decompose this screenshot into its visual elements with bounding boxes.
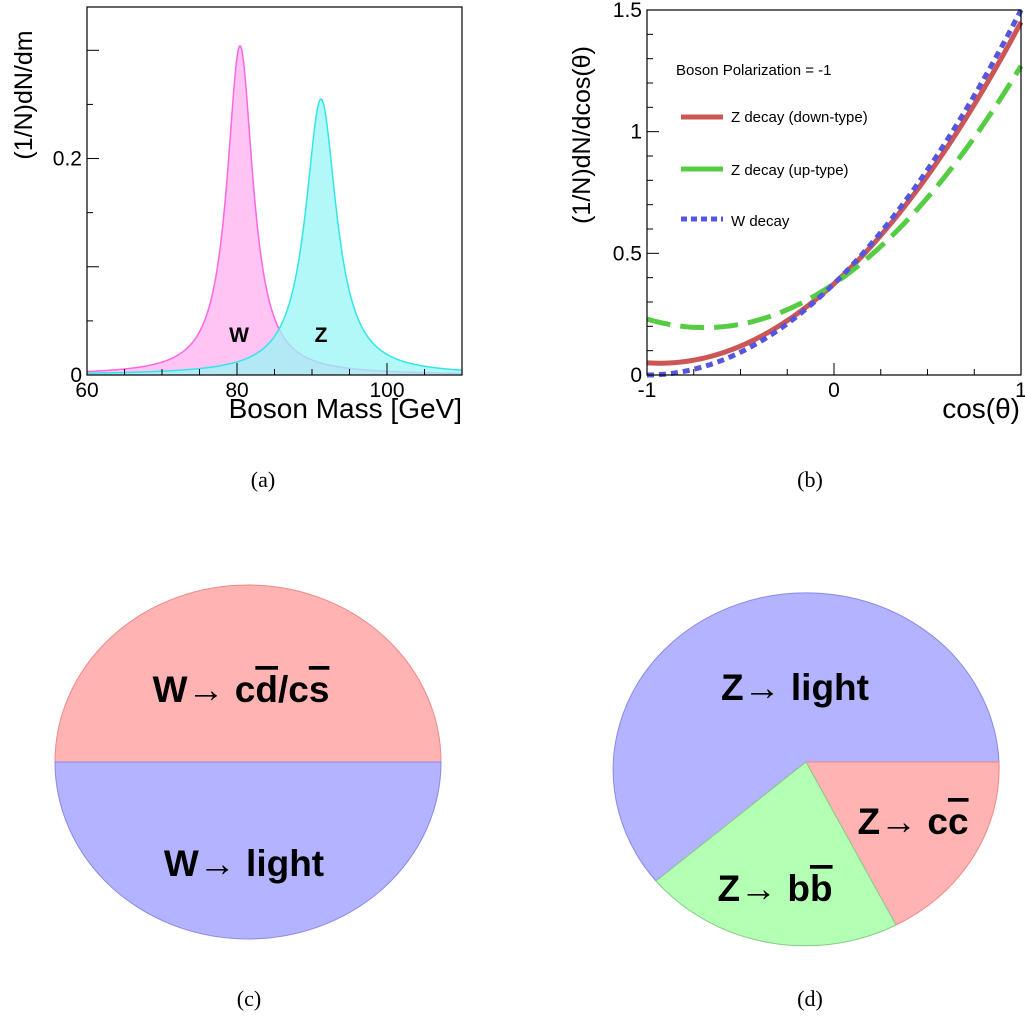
caption-d: (d) — [797, 986, 823, 1011]
y-tick-label-b: 1.5 — [613, 0, 642, 22]
pie-slice-z-bb — [655, 761, 897, 947]
x-axis-label-a: Boson Mass [GeV] — [229, 393, 462, 424]
angular-distributions — [646, 8, 1024, 378]
slice-label-z-bb: Z→ bb — [717, 868, 832, 909]
panel-d: Z→ light Z→ cc Z→ bb (d) — [612, 592, 1000, 1011]
slice-label-w-light: W→ light — [164, 843, 324, 884]
slice-label-z-light: Z→ light — [721, 667, 869, 708]
panel-b: -1 0 100.511.5 (1/N)dN/dcos(θ) cos(θ) Boso… — [568, 0, 1025, 492]
x-tick-label-a: 100 — [369, 379, 404, 402]
legend-label-down: Z decay (down-type) — [731, 109, 868, 126]
x-tick-label-b: -1 — [638, 379, 657, 402]
x-tick-label-b: 0 — [828, 379, 840, 402]
x-tick-label-b: 1 — [1015, 379, 1025, 402]
curve-z-up — [646, 64, 1024, 331]
ticks-a: 60 80 100 0 0.2 — [53, 49, 463, 402]
legend-label-up: Z decay (up-type) — [731, 162, 849, 179]
panel-c: W→ cd/cs W→ light (c) — [54, 584, 442, 1011]
area-w-mass — [87, 45, 462, 376]
legend-label-w: W decay — [731, 213, 790, 230]
y-tick-label-a: 0 — [70, 364, 82, 387]
x-axis-label-b: cos(θ) — [942, 393, 1020, 424]
slice-label-w-cd-cs: W→ cd/cs — [153, 669, 330, 710]
legend-title: Boson Polarization = -1 — [676, 62, 832, 79]
curve-z-down — [646, 20, 1024, 366]
line-z-mass — [86, 98, 463, 374]
x-tick-label-a: 60 — [75, 379, 98, 402]
y-axis-label-b: (1/N)dN/dcos(θ) — [568, 46, 596, 224]
curve-w — [646, 8, 1024, 378]
y-tick-label-b: 1 — [630, 121, 642, 144]
ticks-b: -1 0 100.511.5 — [613, 0, 1025, 402]
y-tick-label-b: 0 — [630, 364, 642, 387]
slice-label-z-cc: Z→ cc — [857, 801, 968, 842]
pie-slice-w-cd-cs — [54, 584, 442, 763]
pie-slice-w-light — [54, 761, 442, 940]
w-peak-label: W — [229, 324, 249, 347]
y-axis-label-a: (1/N)dN/dm — [10, 30, 38, 159]
caption-a: (a) — [251, 467, 275, 492]
pie-slice-z-cc — [805, 761, 1000, 926]
z-peak-label: Z — [315, 324, 328, 347]
x-tick-label-a: 80 — [225, 379, 248, 402]
y-tick-label-a: 0.2 — [53, 148, 82, 171]
y-tick-label-b: 0.5 — [613, 242, 642, 265]
mass-distributions — [86, 44, 463, 376]
pie-slice-z-light — [612, 592, 1000, 882]
legend: Z decay (down-type) Z decay (up-type) W … — [681, 109, 868, 230]
caption-c: (c) — [237, 986, 261, 1011]
caption-b: (b) — [797, 467, 823, 492]
